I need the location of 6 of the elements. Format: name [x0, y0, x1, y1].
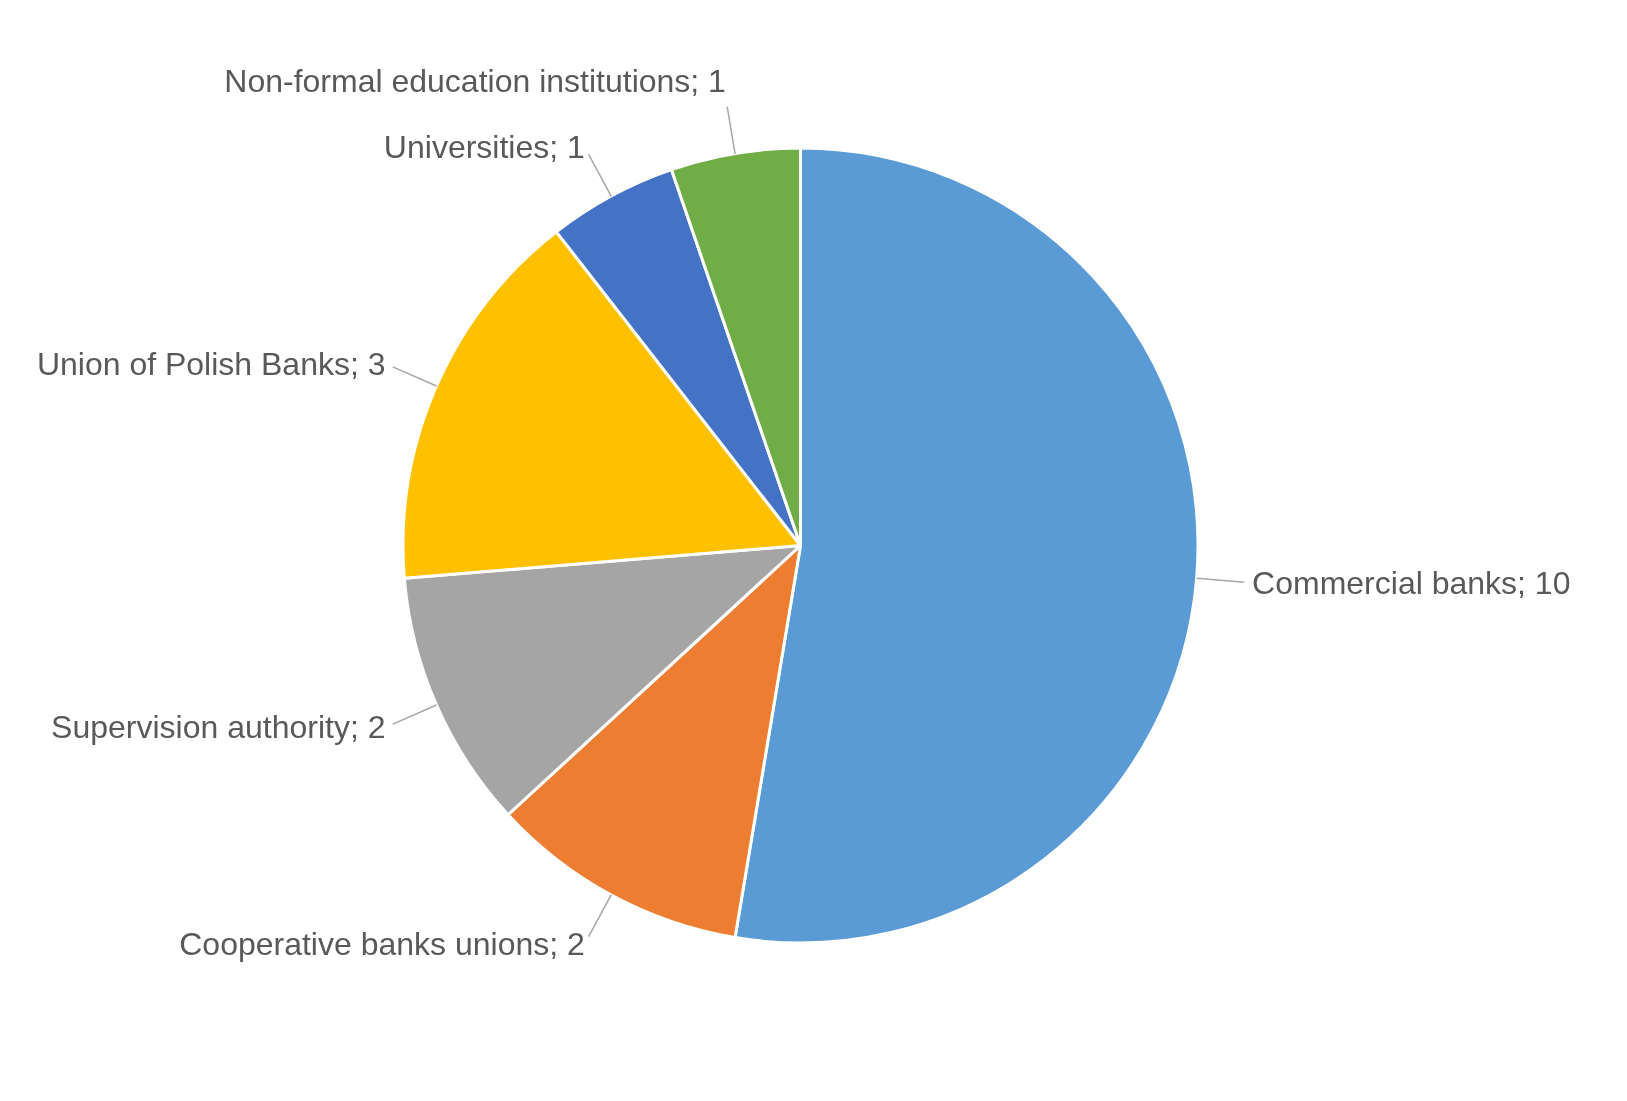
slice-label: Non-formal education institutions; 1 [224, 63, 726, 100]
slice-label: Supervision authority; 2 [51, 709, 386, 746]
slice-label: Universities; 1 [383, 129, 585, 166]
slice-label: Commercial banks; 10 [1252, 564, 1571, 601]
slice-label: Cooperative banks unions; 2 [179, 925, 585, 962]
slice-label: Union of Polish Banks; 3 [36, 345, 386, 382]
